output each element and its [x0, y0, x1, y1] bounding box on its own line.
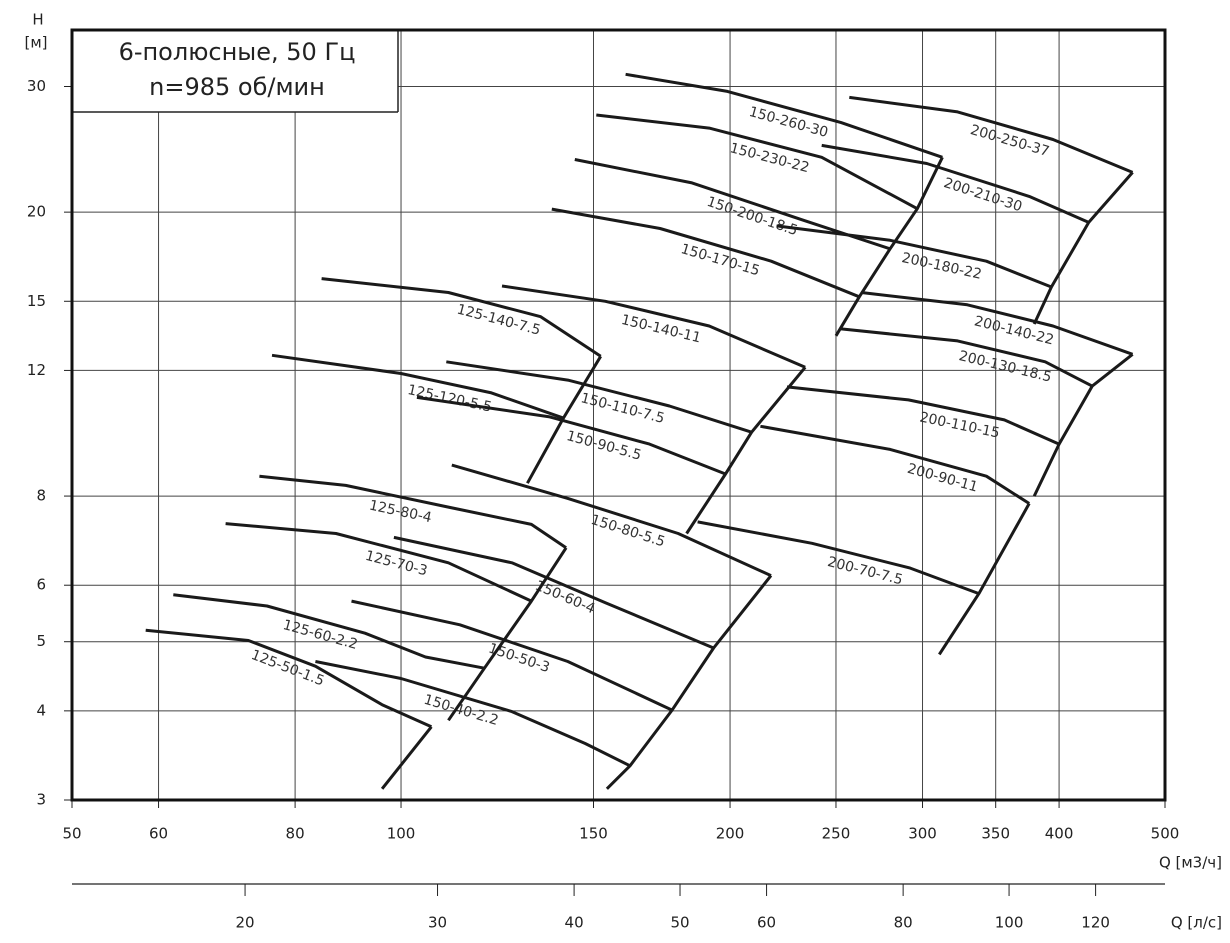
y-label: H	[32, 11, 43, 29]
limit-line	[605, 574, 773, 790]
y-tick-label: 12	[27, 361, 46, 379]
y-tick-label: 20	[27, 203, 46, 221]
pump-curve	[393, 535, 715, 650]
curve-label: 150-140-11	[620, 312, 703, 346]
x-tick-label: 250	[822, 825, 851, 843]
pump-curve	[849, 95, 1134, 174]
chart-title: 6-полюсные, 50 Гц	[119, 38, 356, 66]
curve-label: 125-70-3	[363, 548, 429, 580]
y-unit: [м]	[24, 34, 47, 52]
y-tick-label: 3	[36, 791, 46, 809]
limit-line	[1032, 353, 1134, 497]
x2-tick-label: 30	[428, 914, 447, 932]
pump-curve	[351, 599, 673, 712]
pump-curve	[596, 113, 919, 211]
pump-curve	[315, 660, 631, 768]
curve-label: 200-140-22	[973, 313, 1056, 348]
limit-line	[1032, 171, 1134, 325]
curve-label: 150-90-5.5	[565, 428, 643, 464]
pump-curve	[625, 72, 943, 159]
x-tick-label: 400	[1045, 825, 1074, 843]
pump-curve	[259, 474, 567, 550]
pump-curve	[446, 360, 753, 434]
pump-curve	[786, 385, 1060, 446]
pump-curve	[271, 353, 564, 420]
plot-frame	[70, 28, 1167, 802]
limit-line	[526, 355, 602, 484]
x-tick-label: 300	[908, 825, 937, 843]
pump-curve	[416, 395, 727, 476]
curve-label: 200-110-15	[918, 409, 1001, 441]
curve-label: 200-70-7.5	[826, 554, 904, 588]
x-tick-label: 100	[387, 825, 416, 843]
title-box	[72, 30, 398, 112]
pump-curve	[861, 291, 1134, 356]
pump-curve	[501, 284, 806, 369]
x-tick-label: 200	[716, 825, 745, 843]
curve-label: 125-50-1.5	[249, 647, 327, 689]
pump-curve	[145, 628, 433, 729]
x-label: Q [м3/ч]	[1159, 854, 1222, 872]
limit-line	[834, 156, 944, 337]
x-tick-label: 80	[286, 825, 305, 843]
pump-curve	[840, 327, 1093, 388]
y-tick-label: 4	[36, 701, 46, 719]
x2-tick-label: 120	[1081, 914, 1110, 932]
x-tick-label: 60	[149, 825, 168, 843]
curve-label: 150-200-18.5	[705, 194, 800, 239]
x2-tick-label: 60	[757, 914, 776, 932]
curve-label: 200-90-11	[905, 461, 979, 496]
pump-curve	[451, 463, 772, 577]
x2-label: Q [л/с]	[1171, 914, 1222, 932]
curve-label: 125-60-2.2	[281, 617, 359, 653]
pump-curve	[551, 207, 860, 299]
limit-line	[447, 546, 568, 722]
limit-line	[938, 502, 1031, 656]
pump-curve	[821, 143, 1090, 224]
x-tick-label: 350	[981, 825, 1010, 843]
x2-tick-label: 50	[670, 914, 689, 932]
pump-curve	[760, 424, 1031, 505]
limit-line	[380, 725, 433, 790]
x-tick-label: 50	[62, 825, 81, 843]
pump-curve	[776, 224, 1052, 289]
curve-label: 150-110-7.5	[579, 390, 666, 427]
curve-label: 200-180-22	[900, 250, 983, 283]
y-tick-label: 30	[27, 77, 46, 95]
y-tick-label: 6	[36, 576, 46, 594]
x2-tick-label: 20	[236, 914, 255, 932]
limit-line	[685, 366, 807, 535]
chart-subtitle: n=985 об/мин	[149, 73, 325, 101]
pump-curve	[225, 522, 533, 603]
pump-curve	[173, 593, 485, 670]
x-tick-label: 150	[579, 825, 608, 843]
x2-tick-label: 100	[995, 914, 1024, 932]
x2-tick-label: 80	[894, 914, 913, 932]
pump-curve	[697, 520, 980, 596]
curve-label: 150-230-22	[728, 140, 811, 176]
pump-curve	[321, 277, 602, 358]
y-tick-label: 5	[36, 632, 46, 650]
y-tick-label: 8	[36, 487, 46, 505]
x2-tick-label: 40	[565, 914, 584, 932]
x-tick-label: 500	[1151, 825, 1180, 843]
y-tick-label: 15	[27, 292, 46, 310]
